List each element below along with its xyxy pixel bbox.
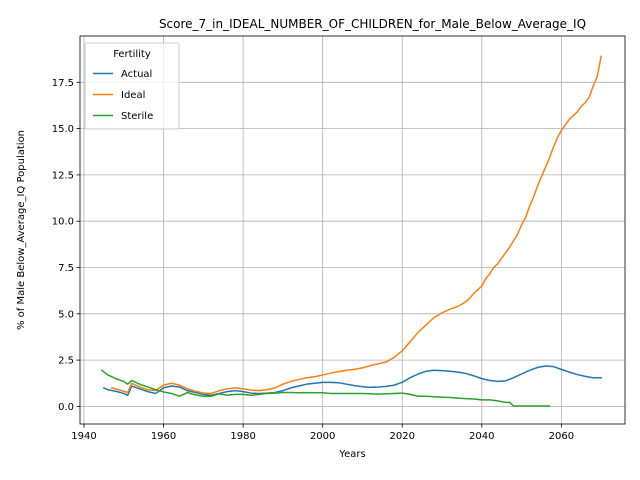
- x-tick-label: 2000: [310, 431, 335, 442]
- x-tick-label: 1960: [151, 431, 176, 442]
- y-tick-label: 12.5: [52, 170, 74, 181]
- legend-label-sterile: Sterile: [121, 111, 153, 122]
- y-tick-label: 0.0: [58, 402, 74, 413]
- y-tick-label: 2.5: [58, 356, 74, 367]
- series-line-sterile: [100, 369, 551, 407]
- legend-items: Actual Ideal Sterile: [93, 69, 153, 122]
- series-line-actual: [102, 365, 602, 397]
- y-tick-label: 17.5: [52, 78, 74, 89]
- series-line-ideal: [110, 55, 603, 395]
- x-tick-label: 2040: [469, 431, 494, 442]
- x-tick-label: 2060: [549, 431, 574, 442]
- y-tick-label: 10.0: [52, 217, 74, 228]
- x-tick-label: 1980: [230, 431, 255, 442]
- x-axis-label: Years: [338, 449, 365, 460]
- y-tick-label: 5.0: [58, 309, 74, 320]
- x-tick-label: 1940: [71, 431, 96, 442]
- chart-title: Score_7_in_IDEAL_NUMBER_OF_CHILDREN_for_…: [159, 17, 586, 31]
- legend-title: Fertility: [113, 49, 151, 60]
- y-axis-ticks: 0.0 2.5 5.0 7.5 10.0 12.5 15.0 17.5: [52, 78, 80, 413]
- series-group: [100, 55, 603, 407]
- y-axis-label: % of Male Below_Average_IQ Population: [16, 130, 27, 330]
- y-tick-label: 7.5: [58, 263, 74, 274]
- axes-frame: [79, 35, 626, 425]
- legend-box: [84, 42, 180, 130]
- x-tick-label: 2020: [389, 431, 414, 442]
- legend: Fertility Actual Ideal Sterile: [84, 42, 180, 130]
- legend-label-ideal: Ideal: [121, 90, 145, 101]
- legend-label-actual: Actual: [121, 69, 152, 80]
- x-axis-ticks: 1940 1960 1980 2000 2020 2040 2060: [71, 424, 574, 442]
- y-tick-label: 15.0: [52, 124, 74, 135]
